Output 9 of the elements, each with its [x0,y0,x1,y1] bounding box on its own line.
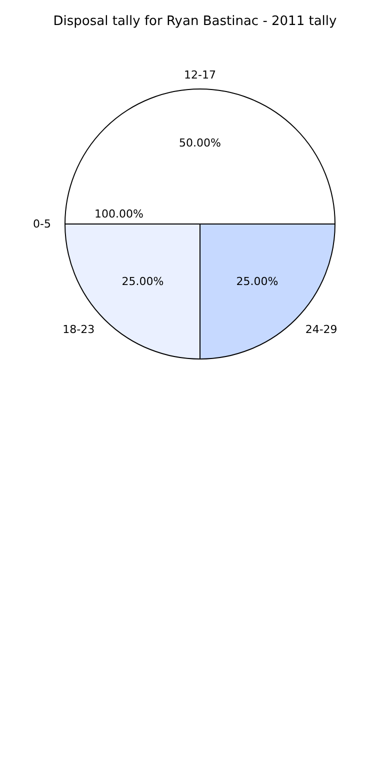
text: 100.00% [94,208,144,220]
data-label: 50.00% [179,136,221,150]
slice-label: 12-17 [184,68,216,82]
chart-title: Disposal tally for Ryan Bastinac - 2011 tally [52,14,338,31]
slice-label: 24-29 [305,322,338,336]
slice-label: 18-23 [62,322,95,336]
category-label: 0-5 [33,218,51,230]
data-label: 25.00% [236,274,278,288]
data-label: 25.00% [122,274,164,288]
